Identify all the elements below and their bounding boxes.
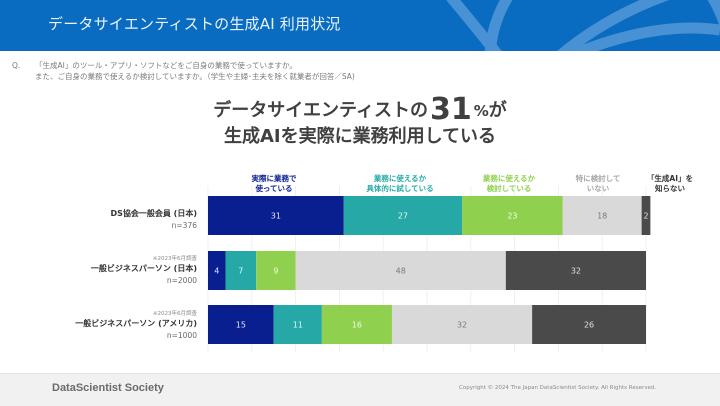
bar-segment	[208, 196, 344, 235]
legend-item-label: 業務に使えるか	[373, 174, 427, 183]
legend-item: 特に検討して いない	[548, 174, 648, 194]
bar-segment	[562, 196, 642, 235]
headline-number: 31	[429, 92, 472, 127]
bar-segment	[462, 196, 563, 235]
row-sample-size: n=376	[171, 221, 197, 230]
row-category-name: DS協会一般会員 (日本)	[110, 209, 198, 218]
bar-value-label: 27	[398, 212, 408, 221]
globe-decoration-icon	[446, 0, 720, 51]
bar-segment	[256, 251, 296, 290]
legend-item-label: 業務に使えるか	[482, 174, 536, 183]
bar-segment	[273, 305, 322, 344]
headline: データサイエンティストの31 %が 生成AIを実際に業務利用している	[190, 95, 530, 151]
bar-value-label: 31	[271, 212, 281, 221]
footer-copyright: Copyright © 2024 The Japan DataScientist…	[459, 385, 657, 391]
question-line-1: 「生成AI」のツール・アプリ・ソフトなどをご自身の業務で使っていますか。	[35, 61, 297, 70]
bar-value-label: 16	[352, 321, 362, 330]
bar-value-label: 18	[597, 212, 607, 221]
row-sample-size: n=1000	[166, 331, 197, 340]
row-label: ※2023年6月調査一般ビジネスパーソン (日本) n=2000	[91, 255, 197, 287]
bar-segment	[208, 305, 274, 344]
legend-item-label: 「生成AI」を	[646, 174, 694, 183]
bar-value-label: 4	[214, 267, 219, 276]
bar-value-label: 15	[236, 321, 246, 330]
bar-value-label: 2	[643, 212, 648, 221]
question-mark-label: Q.	[12, 61, 21, 70]
legend-item-label: 具体的に試している	[366, 184, 434, 193]
bar-segment	[532, 305, 646, 344]
row-sample-size: n=2000	[166, 276, 197, 285]
headline-unit: %	[473, 102, 489, 120]
legend-item: 実際に業務で 使っている	[224, 174, 324, 194]
question-line-2: また、ご自身の業務で使えるか検討していますか。（学生や主婦･主夫を除く就業者が回…	[35, 72, 355, 81]
row-survey-note: ※2023年6月調査	[152, 311, 197, 317]
footer-brand-logo: DataScientist Society	[52, 382, 164, 394]
legend-item-label: 検討している	[486, 184, 532, 193]
bar-value-label: 23	[507, 212, 517, 221]
bar-value-label: 26	[584, 321, 594, 330]
bar-segment	[208, 251, 226, 290]
bar-value-label: 11	[293, 321, 303, 330]
header-banner: データサイエンティストの生成AI 利用状況	[0, 0, 720, 51]
bar-value-label: 48	[396, 267, 406, 276]
bar-segment	[641, 196, 651, 235]
legend-item-label: 使っている	[255, 184, 293, 193]
bar-value-label: 32	[571, 267, 581, 276]
page-title: データサイエンティストの生成AI 利用状況	[48, 15, 341, 33]
bar-segment	[505, 251, 646, 290]
headline-prefix: データサイエンティストの	[213, 100, 428, 121]
bar-value-label: 32	[457, 321, 467, 330]
bar-value-label: 7	[238, 267, 243, 276]
legend-item-label: 実際に業務で	[251, 174, 297, 183]
legend-item-label: 特に検討して	[575, 174, 621, 183]
row-category-name: 一般ビジネスパーソン (アメリカ)	[75, 319, 197, 328]
legend-item-label: 知らない	[655, 184, 685, 193]
bar-segment	[391, 305, 533, 344]
row-survey-note: ※2023年6月調査	[152, 256, 197, 262]
legend-item: 「生成AI」を 知らない	[620, 174, 720, 194]
row-label: DS協会一般会員 (日本) n=376	[111, 208, 198, 232]
footer: DataScientist Society Copyright © 2024 T…	[0, 373, 720, 406]
row-category-name: 一般ビジネスパーソン (日本)	[90, 264, 197, 273]
row-label: ※2023年6月調査一般ビジネスパーソン (アメリカ) n=1000	[75, 310, 197, 342]
headline-line-2: 生成AIを実際に業務利用している	[223, 126, 497, 147]
bar-segment	[225, 251, 257, 290]
legend-item-label: いない	[586, 184, 610, 193]
legend-item: 業務に使えるか 検討している	[459, 174, 559, 194]
bar-value-label: 9	[273, 267, 278, 276]
headline-suffix: が	[488, 100, 507, 121]
bar-segment	[321, 305, 392, 344]
bar-segment	[343, 196, 463, 235]
legend-item: 業務に使えるか 具体的に試している	[350, 174, 450, 194]
bar-segment	[295, 251, 506, 290]
